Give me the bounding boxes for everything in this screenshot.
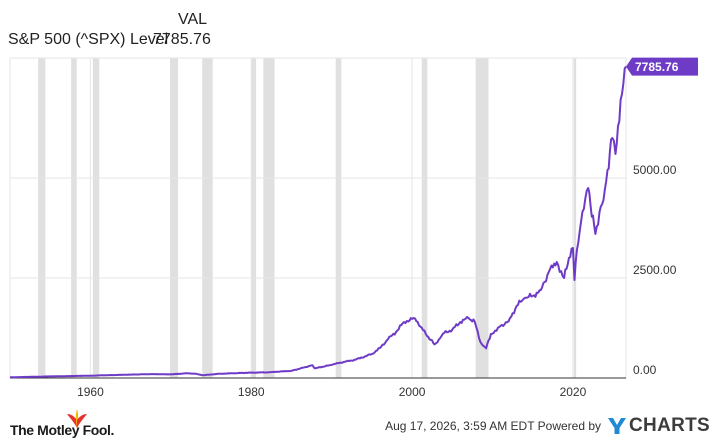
recession-band-7 xyxy=(335,58,342,378)
series-line-spx xyxy=(10,66,627,379)
jester-hat-icon xyxy=(67,409,87,428)
footer-attribution: Aug 17, 2026, 3:59 AM EDT Powered by CHA… xyxy=(385,414,710,438)
plot-border xyxy=(9,57,627,379)
chart: 0.00 2500.00 5000.00 1960 1980 2000 2020 7785… xyxy=(9,57,698,399)
x-tick-label-2: 2000 xyxy=(399,385,426,399)
recession-band-10 xyxy=(573,58,577,378)
recession-band-4 xyxy=(202,58,213,378)
recession-band-9 xyxy=(475,58,489,378)
y-tick-label-1: 2500.00 xyxy=(633,263,677,277)
last-value-label-group: 7785.76 xyxy=(626,57,698,76)
y-tick-label-0: 0.00 xyxy=(633,363,657,377)
x-tick-label-0: 1960 xyxy=(77,385,104,399)
gridlines xyxy=(9,57,627,379)
series-layer xyxy=(10,66,627,379)
timestamp: Aug 17, 2026, 3:59 AM EDT Powered by xyxy=(385,419,602,433)
recession-band-5 xyxy=(251,58,257,378)
recession-band-2 xyxy=(92,58,100,378)
x-tick-label-1: 1980 xyxy=(238,385,265,399)
ycharts-brand-text: CHARTS xyxy=(629,415,710,436)
recession-band-3 xyxy=(170,58,179,378)
recession-band-6 xyxy=(263,58,275,378)
brand-text: The Motley Fool. xyxy=(10,422,115,438)
last-value-label: 7785.76 xyxy=(635,60,679,74)
y-axis: 0.00 2500.00 5000.00 xyxy=(633,163,677,377)
recession-band-1 xyxy=(71,58,77,378)
series-name: S&P 500 (^SPX) Level xyxy=(8,31,169,48)
y-tick-label-2: 5000.00 xyxy=(633,163,677,177)
ycharts-y-icon xyxy=(608,418,627,434)
recession-band-0 xyxy=(38,58,46,378)
recession-band-8 xyxy=(421,58,428,378)
last-value-marker xyxy=(626,57,698,76)
recession-bands xyxy=(38,58,577,378)
x-axis: 1960 1980 2000 2020 xyxy=(77,385,587,399)
ycharts-logo[interactable]: CHARTS xyxy=(607,415,710,437)
series-value: 7785.76 xyxy=(153,31,211,48)
x-tick-label-3: 2020 xyxy=(560,385,587,399)
motley-fool-logo[interactable]: The Motley Fool. xyxy=(8,408,118,441)
header-column-label: VAL xyxy=(178,11,208,28)
